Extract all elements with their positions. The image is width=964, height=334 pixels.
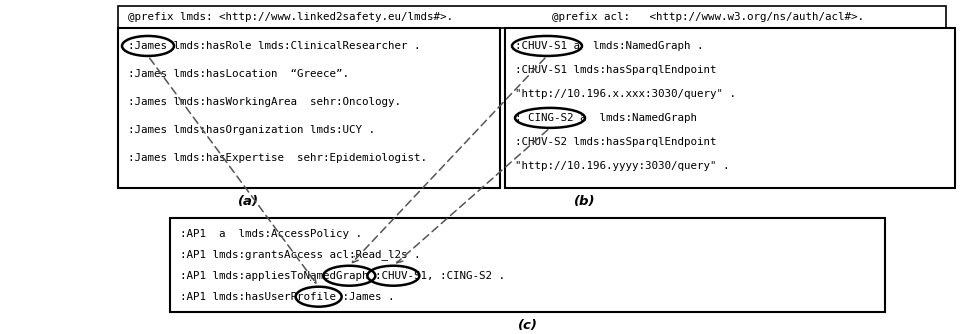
Text: : CING-S2 a  lmds:NamedGraph: : CING-S2 a lmds:NamedGraph (515, 113, 697, 123)
Text: :CHUV-S2 lmds:hasSparqlEndpoint: :CHUV-S2 lmds:hasSparqlEndpoint (515, 137, 716, 147)
FancyBboxPatch shape (505, 28, 955, 188)
Text: :James lmds:hasExpertise  sehr:Epidemiologist.: :James lmds:hasExpertise sehr:Epidemiolo… (128, 153, 427, 163)
Text: "http://10.196.yyyy:3030/query" .: "http://10.196.yyyy:3030/query" . (515, 161, 730, 171)
Text: :James lmds:hasWorkingArea  sehr:Oncology.: :James lmds:hasWorkingArea sehr:Oncology… (128, 97, 401, 107)
Text: @prefix lmds: <http://www.linked2safety.eu/lmds#>.: @prefix lmds: <http://www.linked2safety.… (128, 12, 453, 22)
Text: (c): (c) (518, 319, 538, 332)
Text: "http://10.196.x.xxx:3030/query" .: "http://10.196.x.xxx:3030/query" . (515, 89, 736, 99)
Text: :James lmds:hasLocation  “Greece”.: :James lmds:hasLocation “Greece”. (128, 69, 349, 79)
FancyBboxPatch shape (170, 218, 885, 312)
Text: :CHUV-S1 a  lmds:NamedGraph .: :CHUV-S1 a lmds:NamedGraph . (515, 41, 704, 51)
Text: :James lmds:hasRole lmds:ClinicalResearcher .: :James lmds:hasRole lmds:ClinicalResearc… (128, 41, 420, 51)
Text: :AP1 lmds:appliesToNamedGraph :CHUV-S1, :CING-S2 .: :AP1 lmds:appliesToNamedGraph :CHUV-S1, … (180, 271, 505, 281)
FancyBboxPatch shape (118, 28, 500, 188)
Text: :James lmds:hasOrganization lmds:UCY .: :James lmds:hasOrganization lmds:UCY . (128, 125, 375, 135)
Text: :CHUV-S1 lmds:hasSparqlEndpoint: :CHUV-S1 lmds:hasSparqlEndpoint (515, 65, 716, 75)
Text: (b): (b) (575, 195, 596, 208)
Text: :AP1 lmds:grantsAccess acl:Read_l2s .: :AP1 lmds:grantsAccess acl:Read_l2s . (180, 249, 420, 260)
FancyBboxPatch shape (118, 6, 946, 28)
Text: @prefix acl:   <http://www.w3.org/ns/auth/acl#>.: @prefix acl: <http://www.w3.org/ns/auth/… (552, 12, 864, 22)
Text: :AP1 lmds:hasUserProfile :James .: :AP1 lmds:hasUserProfile :James . (180, 292, 394, 302)
Text: :AP1  a  lmds:AccessPolicy .: :AP1 a lmds:AccessPolicy . (180, 229, 362, 239)
Text: (a): (a) (237, 195, 258, 208)
